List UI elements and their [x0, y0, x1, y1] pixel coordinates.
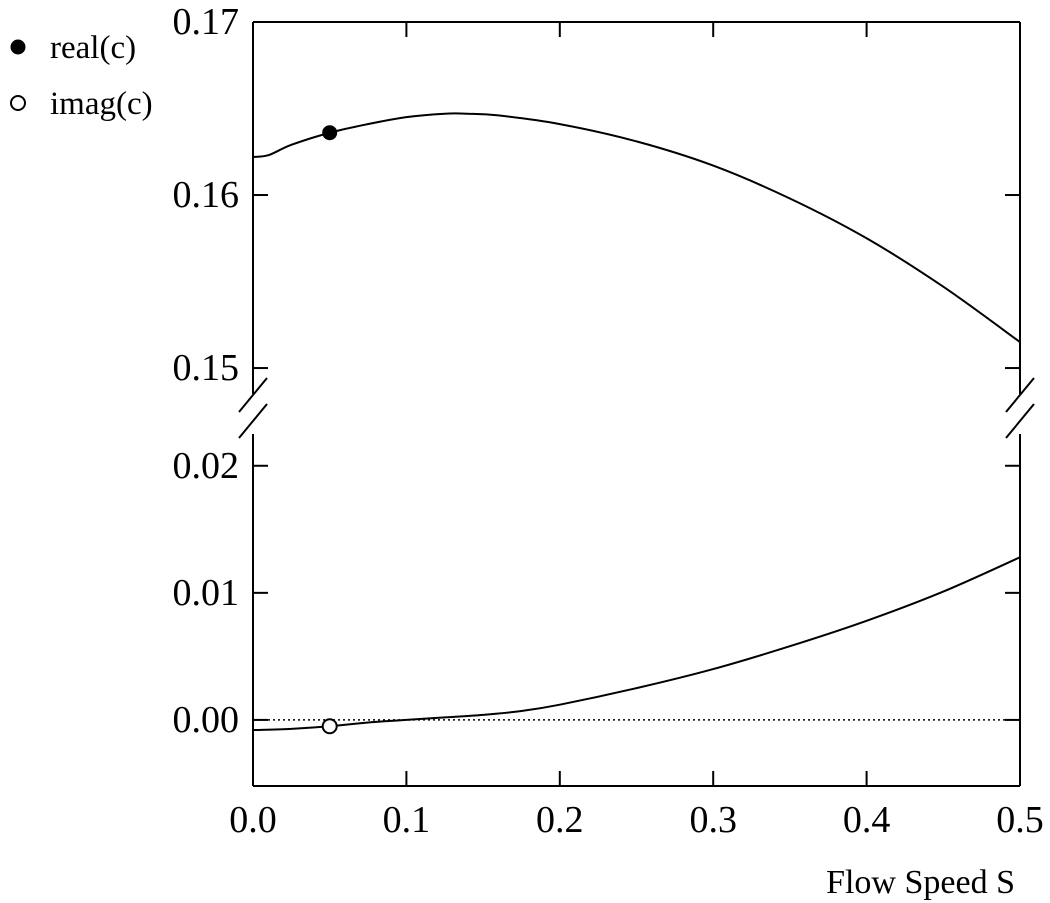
- data-series: [252, 112, 1021, 732]
- break-slash-left-upper: [238, 377, 268, 413]
- tick-labels: 0.0 0.1 0.2 0.3 0.4 0.5 0.15 0.16 0.17 0.00 0.01 0.…: [173, 1, 1044, 841]
- legend: real(c) imag(c): [10, 30, 153, 122]
- y-tick-label-lower: 0.02: [173, 445, 240, 487]
- x-tick-label: 0.4: [843, 799, 891, 841]
- x-tick-label: 0.2: [536, 799, 584, 841]
- x-tick-label: 0.3: [689, 799, 737, 841]
- plot-frame: [252, 21, 1021, 787]
- legend-marker-imag: [10, 95, 26, 111]
- axis-break-marks: [238, 377, 1035, 439]
- break-slash-left-lower: [238, 403, 268, 439]
- legend-marker-real: [10, 39, 26, 55]
- series-line-imag: [252, 556, 1021, 732]
- legend-label-imag: imag(c): [50, 86, 153, 122]
- break-slash-right-lower: [1005, 403, 1035, 439]
- axis-ticks: [252, 21, 1021, 786]
- break-slash-right-upper: [1005, 377, 1035, 413]
- x-tick-label: 0.0: [229, 799, 277, 841]
- y-tick-label-upper: 0.15: [173, 347, 240, 389]
- y-tick-label-upper: 0.17: [173, 1, 240, 43]
- series-marker-real: [322, 125, 338, 141]
- x-tick-label: 0.1: [383, 799, 431, 841]
- series-line-real: [252, 112, 1021, 343]
- y-tick-label-upper: 0.16: [173, 174, 240, 216]
- series-marker-imag: [321, 718, 338, 735]
- legend-label-real: real(c): [50, 30, 136, 66]
- x-tick-label: 0.5: [996, 799, 1044, 841]
- y-tick-label-lower: 0.00: [173, 699, 240, 741]
- y-tick-label-lower: 0.01: [173, 572, 240, 614]
- series-markers: [321, 125, 338, 735]
- x-axis-title: Flow Speed S: [826, 864, 1015, 901]
